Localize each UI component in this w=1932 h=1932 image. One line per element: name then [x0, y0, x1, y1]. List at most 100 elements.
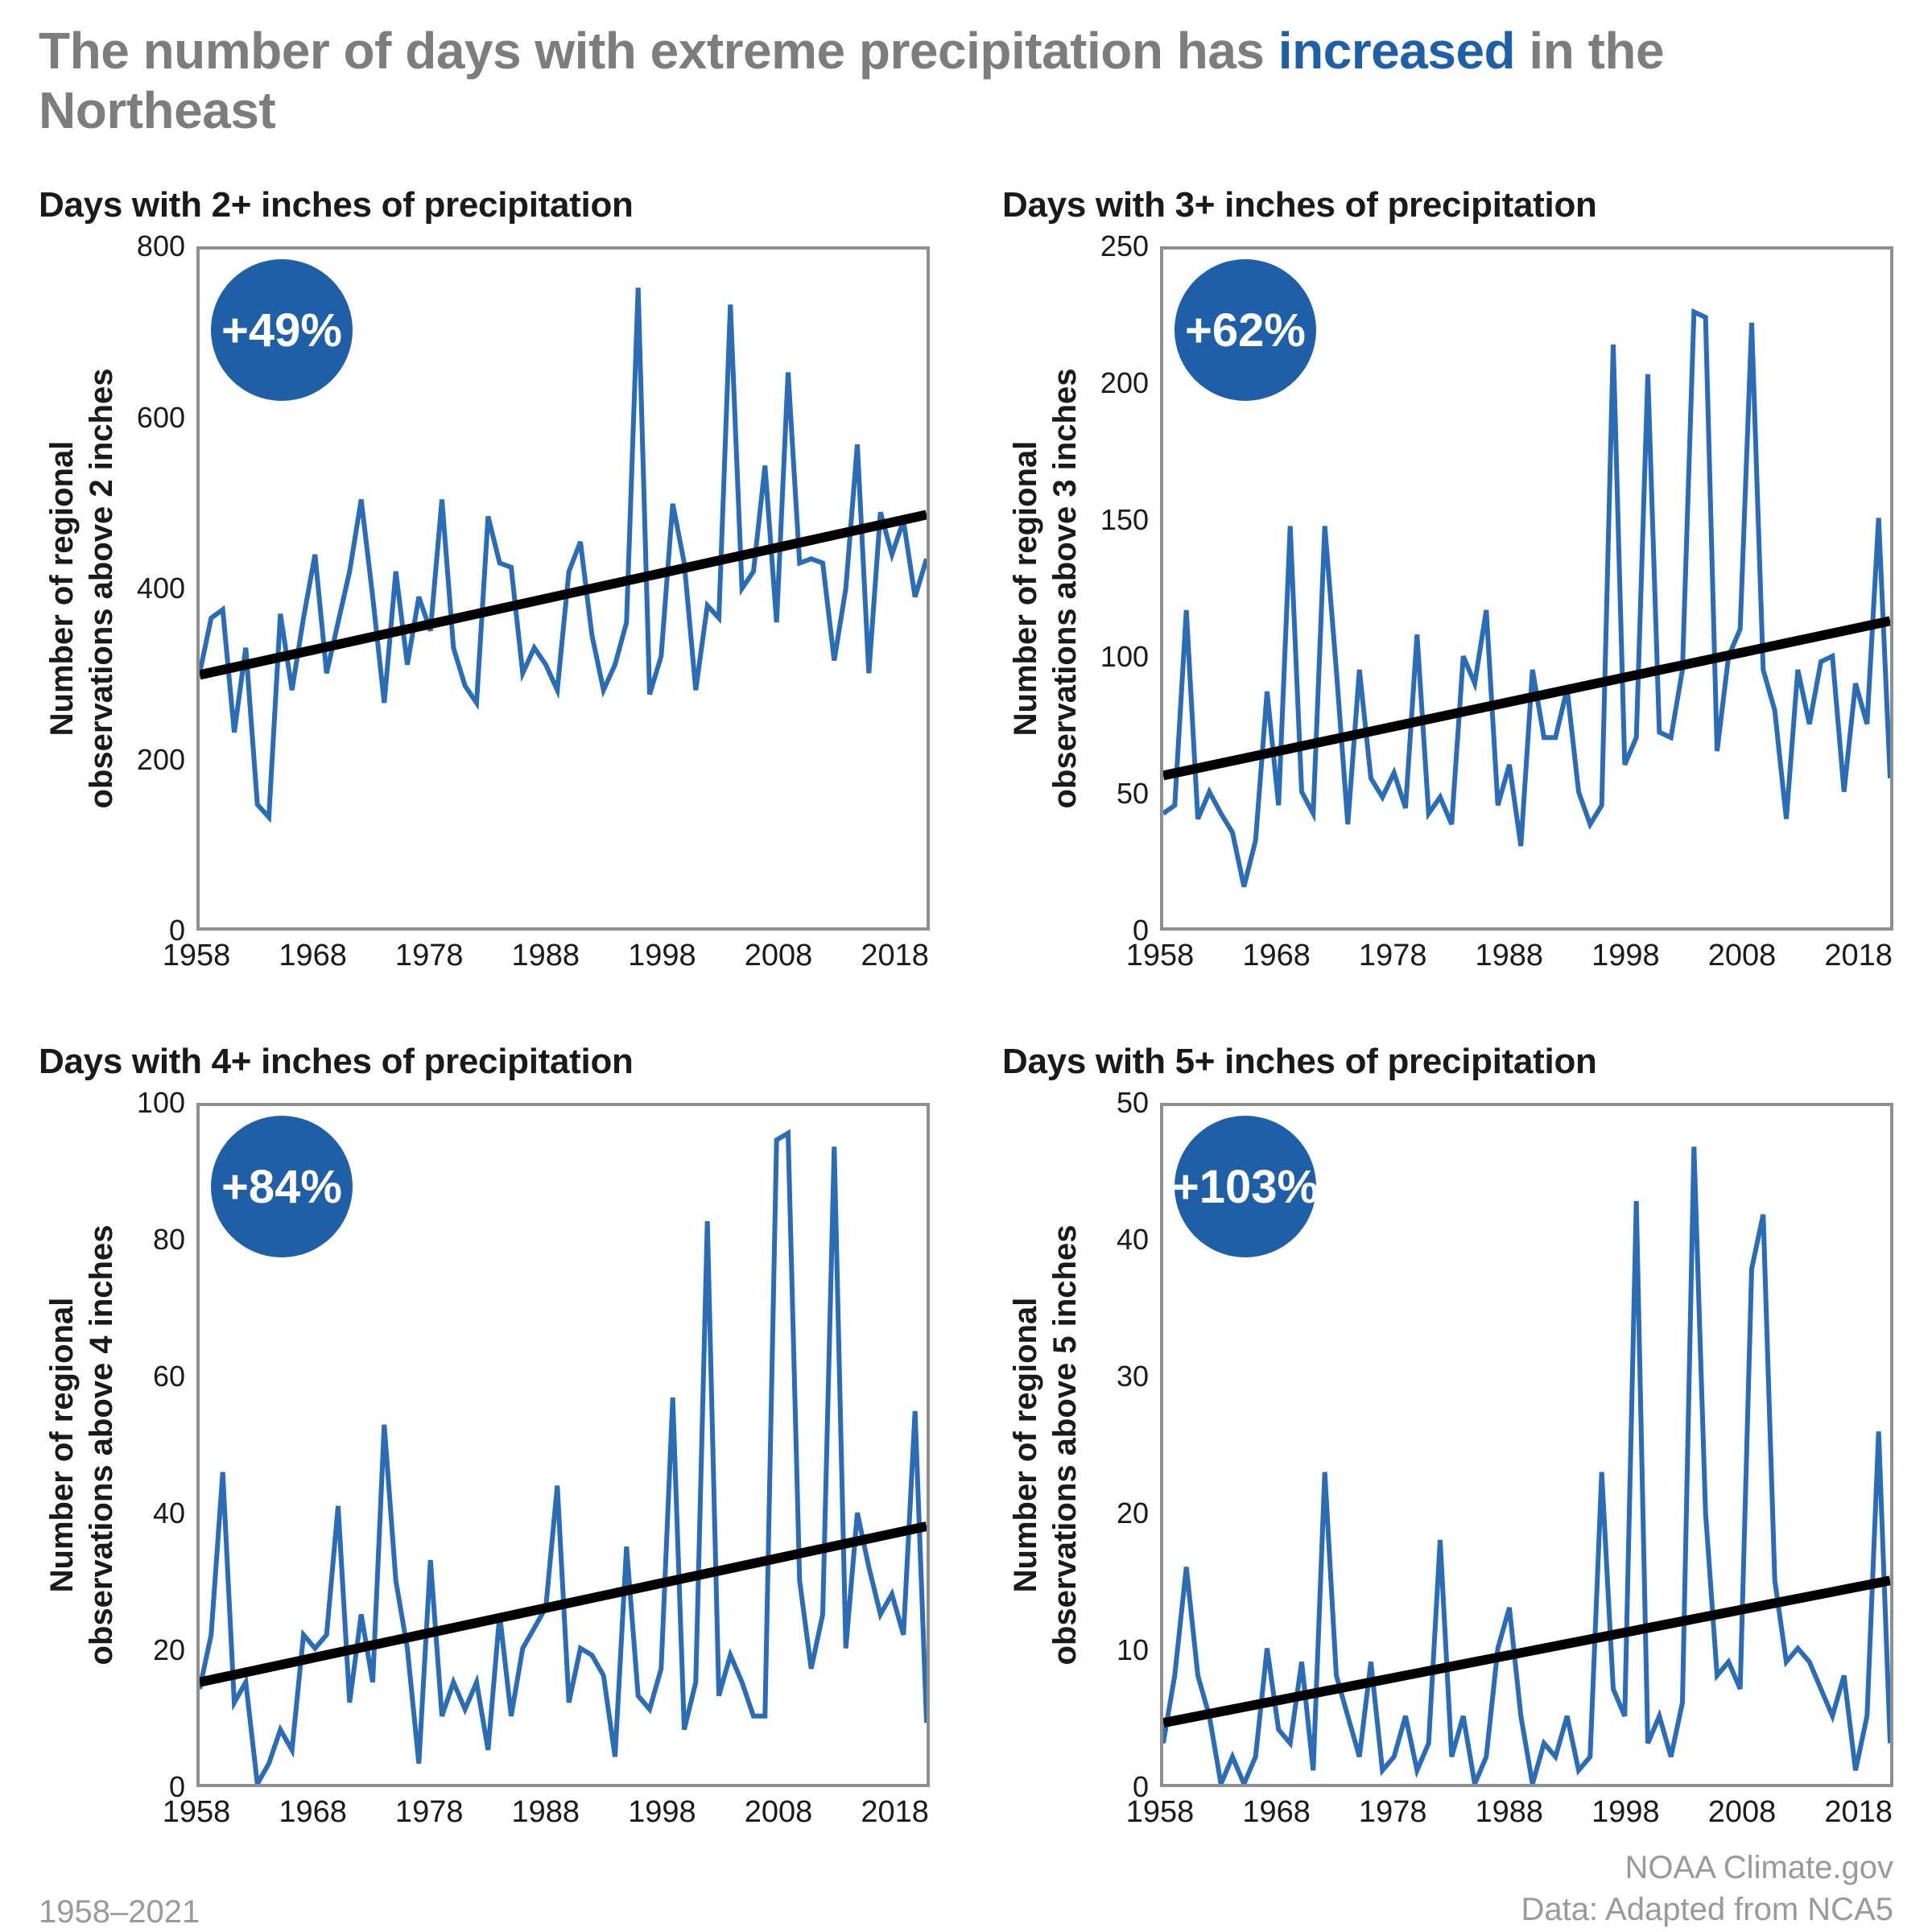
y-tick-label: 40	[1116, 1223, 1149, 1256]
trend-line	[200, 1521, 927, 1687]
x-tick-label: 2008	[744, 939, 813, 972]
y-tick-label: 250	[1100, 229, 1149, 262]
percent-change-badge: +103%	[1172, 1116, 1319, 1257]
y-axis-label-line2: observations above 4 inches	[84, 1224, 119, 1666]
footer: 1958–2021 NOAA Climate.gov Data: Adapted…	[39, 1847, 1893, 1930]
y-axis-ticks: 0 200 400 600 800	[126, 229, 196, 947]
y-tick-label: 20	[1116, 1496, 1149, 1530]
page-title: The number of days with extreme precipit…	[39, 21, 1893, 140]
chart-title: Days with 5+ inches of precipitation	[1002, 1042, 1597, 1081]
chart-canvas	[1163, 1146, 1890, 1784]
y-tick-label: 150	[1100, 503, 1149, 536]
plot-area: +103%	[1160, 1103, 1893, 1787]
y-tick-label: 0	[168, 914, 185, 947]
charts-grid: Days with 2+ inches of precipitation Num…	[39, 185, 1893, 1847]
y-axis-label-line1: Number of regional	[44, 1297, 80, 1593]
chart-area: Number of regional observations above 4 i…	[39, 1086, 930, 1803]
x-tick-label: 1978	[394, 1795, 464, 1829]
y-axis-label-line2: observations above 5 inches	[1047, 1224, 1083, 1666]
percent-change-badge: +62%	[1174, 259, 1316, 401]
x-tick-label: 1978	[394, 939, 464, 972]
chart-canvas	[200, 1129, 927, 1784]
page-title-prefix: The number of days with extreme precipit…	[39, 22, 1278, 80]
chart-area: Number of regional observations above 3 i…	[1002, 229, 1893, 947]
chart-panel-2-inches: Days with 2+ inches of precipitation Num…	[39, 185, 930, 990]
x-tick-label: 2018	[1824, 939, 1893, 972]
trend-line	[200, 510, 927, 680]
y-axis-ticks: 0 50 100 150 200 250	[1089, 229, 1160, 947]
y-tick-label: 600	[136, 400, 185, 434]
percent-change-badge: +84%	[211, 1116, 353, 1257]
footer-source: NOAA Climate.gov	[1624, 1850, 1893, 1885]
y-tick-label: 20	[152, 1633, 185, 1666]
y-axis-label: Number of regional observations above 5 i…	[1002, 1103, 1089, 1787]
footer-date-range: 1958–2021	[39, 1894, 200, 1930]
data-series-line	[1163, 308, 1890, 888]
x-tick-label: 1958	[162, 939, 231, 972]
x-tick-label: 1988	[511, 939, 580, 972]
y-axis-label-line1: Number of regional	[1008, 1297, 1044, 1593]
page-title-highlight: increased	[1278, 22, 1516, 80]
x-tick-label: 1978	[1358, 939, 1427, 972]
y-axis-ticks: 0 10 20 30 40 50	[1089, 1086, 1160, 1803]
chart-area: Number of regional observations above 5 i…	[1002, 1086, 1893, 1803]
y-tick-label: 30	[1116, 1360, 1149, 1393]
y-tick-label: 100	[1100, 640, 1149, 673]
y-tick-label: 50	[1116, 1086, 1149, 1119]
y-tick-label: 50	[1116, 777, 1149, 810]
x-tick-label: 1988	[1475, 939, 1544, 972]
x-tick-label: 2008	[1707, 1795, 1777, 1829]
x-tick-label: 1968	[1242, 1795, 1311, 1829]
x-tick-label: 1998	[1591, 939, 1660, 972]
x-axis-ticks: 1958 1968 1978 1988 1998 2008 2018	[163, 939, 930, 990]
page-title-suffix: in the Northeast	[39, 22, 1665, 139]
chart-panel-5-inches: Days with 5+ inches of precipitation Num…	[1002, 1042, 1893, 1847]
x-tick-label: 2008	[744, 1795, 813, 1829]
y-axis-label-line1: Number of regional	[44, 440, 80, 737]
y-tick-label: 100	[136, 1086, 185, 1119]
x-tick-label: 1998	[628, 1795, 696, 1829]
x-tick-label: 1998	[1591, 1795, 1660, 1829]
x-tick-label: 1968	[279, 939, 347, 972]
chart-title: Days with 3+ inches of precipitation	[1002, 185, 1597, 225]
y-axis-ticks: 0 20 40 60 80 100	[126, 1086, 196, 1803]
x-tick-label: 2018	[861, 939, 929, 972]
y-tick-label: 800	[136, 229, 185, 262]
x-tick-label: 1988	[1475, 1795, 1544, 1829]
chart-canvas	[200, 287, 927, 824]
y-axis-label-line1: Number of regional	[1008, 440, 1044, 737]
chart-panel-4-inches: Days with 4+ inches of precipitation Num…	[39, 1042, 930, 1847]
plot-area: +84%	[196, 1103, 930, 1787]
y-tick-label: 60	[152, 1360, 185, 1393]
trend-line	[1163, 616, 1890, 781]
y-tick-label: 80	[152, 1223, 185, 1256]
x-tick-label: 1958	[1125, 1795, 1195, 1829]
y-tick-label: 0	[1132, 914, 1149, 947]
chart-canvas	[1163, 308, 1890, 888]
data-series-line	[200, 287, 927, 824]
x-tick-label: 2008	[1707, 939, 1777, 972]
y-tick-label: 0	[1132, 1770, 1149, 1803]
x-tick-label: 1978	[1358, 1795, 1427, 1829]
data-series-line	[200, 1129, 927, 1784]
x-axis-ticks: 1958 1968 1978 1988 1998 2008 2018	[1126, 939, 1893, 990]
chart-area: Number of regional observations above 2 i…	[39, 229, 930, 947]
chart-title: Days with 4+ inches of precipitation	[39, 1042, 634, 1081]
y-axis-label: Number of regional observations above 4 i…	[39, 1103, 126, 1787]
data-series-line	[1163, 1146, 1890, 1784]
y-axis-label: Number of regional observations above 2 i…	[39, 246, 126, 931]
x-tick-label: 1988	[511, 1795, 580, 1829]
x-tick-label: 2018	[861, 1795, 929, 1829]
y-tick-label: 200	[1100, 366, 1149, 399]
y-tick-label: 200	[136, 742, 185, 776]
y-axis-label-line2: observations above 3 inches	[1047, 368, 1083, 809]
chart-title: Days with 2+ inches of precipitation	[39, 185, 634, 225]
y-axis-label-line2: observations above 2 inches	[84, 368, 119, 809]
y-tick-label: 40	[152, 1496, 185, 1530]
plot-area: +49%	[196, 246, 930, 931]
x-tick-label: 1998	[628, 939, 696, 972]
footer-data-credit: Data: Adapted from NCA5	[1521, 1892, 1893, 1927]
y-tick-label: 400	[136, 572, 185, 605]
x-tick-label: 1968	[1242, 939, 1311, 972]
x-tick-label: 1958	[162, 1795, 231, 1829]
